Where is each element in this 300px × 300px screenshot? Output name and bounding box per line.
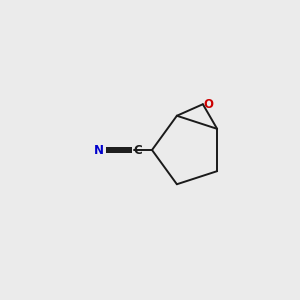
Text: N: N xyxy=(94,143,104,157)
Text: C: C xyxy=(134,143,142,157)
Text: O: O xyxy=(204,98,214,111)
